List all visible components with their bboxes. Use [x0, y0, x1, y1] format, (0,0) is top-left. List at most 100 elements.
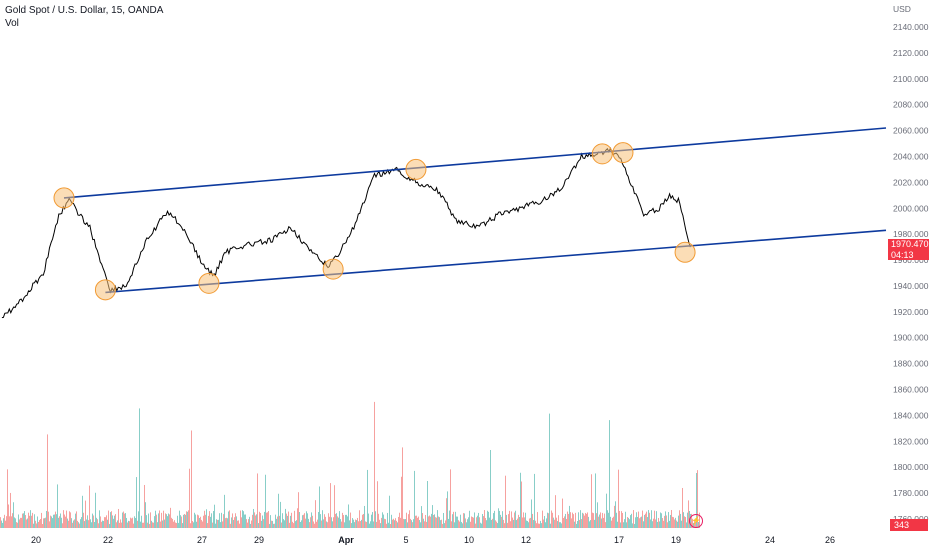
volume-bar [446, 498, 447, 528]
touch-point-marker [53, 187, 75, 209]
volume-bar [55, 511, 56, 528]
volume-bar [51, 516, 52, 528]
volume-bar [84, 521, 85, 528]
volume-bar [9, 516, 10, 528]
volume-bar [602, 512, 603, 528]
volume-bar [544, 516, 545, 528]
y-tick-label: 2080.000 [893, 100, 929, 110]
volume-bar [555, 495, 556, 528]
volume-bar [235, 513, 236, 528]
volume-bar [368, 513, 369, 528]
volume-bar [193, 522, 194, 528]
volume-bar [189, 468, 190, 528]
volume-bar [400, 517, 401, 528]
y-tick-label: 1920.000 [893, 307, 929, 317]
volume-bar [441, 519, 442, 528]
volume-bar [504, 523, 505, 528]
volume-bar [11, 516, 12, 528]
volume-bar [350, 512, 351, 528]
volume-bar [141, 515, 142, 528]
volume-bar [437, 510, 438, 528]
volume-bar [91, 522, 92, 528]
volume-bar [8, 504, 9, 528]
volume-bar [31, 515, 32, 528]
volume-bar [305, 518, 306, 528]
volume-bar [75, 513, 76, 528]
volume-bar [519, 516, 520, 528]
volume-bar [42, 523, 43, 528]
volume-bar [89, 485, 90, 528]
bar-countdown-tag: 04:13 [888, 250, 929, 260]
price-line [1, 146, 691, 319]
touch-markers [53, 142, 696, 301]
volume-bar [397, 522, 398, 528]
volume-bar [220, 522, 221, 528]
volume-bar [22, 513, 23, 528]
volume-bar [428, 516, 429, 528]
volume-bar [225, 518, 226, 528]
volume-bar [369, 523, 370, 528]
volume-bar [74, 519, 75, 528]
volume-bar [632, 523, 633, 528]
volume-bar [138, 511, 139, 528]
volume-bar [477, 515, 478, 528]
volume-bar [532, 513, 533, 528]
volume-bar [655, 519, 656, 528]
volume-bar [548, 513, 549, 528]
volume-bar [641, 516, 642, 528]
volume-bar [207, 523, 208, 528]
volume-bar [93, 515, 94, 528]
volume-bar [308, 518, 309, 528]
volume-bar [278, 493, 279, 528]
volume-bar [439, 517, 440, 528]
volume-bar [81, 517, 82, 528]
volume-bar [683, 512, 684, 528]
volume-bar [200, 516, 201, 528]
volume-bar [44, 518, 45, 528]
volume-bar [419, 520, 420, 528]
volume-bar [252, 514, 253, 528]
volume-bar [295, 521, 296, 528]
volume-bar [320, 514, 321, 528]
volume-bar [20, 517, 21, 528]
volume-bar [104, 517, 105, 528]
volume-bar [153, 522, 154, 528]
volume-bar [387, 512, 388, 528]
volume-bar [570, 512, 571, 528]
y-tick-label: 2000.000 [893, 203, 929, 213]
volume-bar [115, 514, 116, 528]
volume-bar [191, 430, 192, 528]
volume-bar [604, 513, 605, 528]
volume-bar [219, 513, 220, 528]
volume-bar [463, 513, 464, 528]
volume-bar [36, 523, 37, 528]
volume-bar [551, 510, 552, 528]
lightning-icon[interactable]: ⚡ [689, 514, 703, 528]
volume-bar [357, 517, 358, 528]
volume-bar [108, 510, 109, 528]
volume-bar [149, 523, 150, 528]
volume-bar [177, 515, 178, 528]
volume-bar [652, 521, 653, 528]
volume-bar [520, 472, 521, 528]
volume-bar [420, 522, 421, 528]
volume-bar [202, 521, 203, 528]
volume-bar [128, 520, 129, 528]
volume-bar [673, 517, 674, 528]
volume-bar [314, 523, 315, 528]
volume-bar [383, 514, 384, 528]
volume-bar [591, 474, 592, 528]
volume-bar [187, 511, 188, 528]
volume-bar [645, 513, 646, 528]
volume-bar [49, 521, 50, 528]
volume-bar [161, 512, 162, 528]
volume-bar [61, 517, 62, 528]
volume-bar [542, 510, 543, 528]
volume-bar [475, 523, 476, 528]
volume-bar [181, 516, 182, 528]
x-tick-label: 26 [825, 535, 835, 545]
y-tick-label: 2040.000 [893, 151, 929, 161]
volume-bar [313, 521, 314, 528]
